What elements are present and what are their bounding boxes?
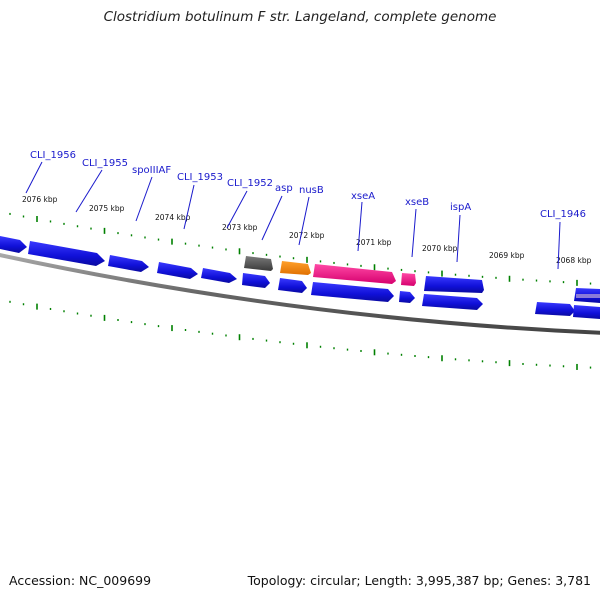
gene-cli1953[interactable] (157, 262, 198, 279)
gene-cli1956[interactable] (0, 236, 27, 253)
gene-label-xsea: xseA (351, 191, 375, 202)
genome-summary: Topology: circular; Length: 3,995,387 bp… (247, 573, 591, 588)
accession-label: Accession: NC_009699 (9, 573, 152, 588)
gene-label-xseb: xseB (405, 197, 429, 208)
gene-nusb[interactable] (280, 261, 311, 275)
gene-xsea[interactable] (313, 264, 396, 284)
kbp-label: 2068 kbp (556, 256, 592, 265)
gene-spoiiiaf[interactable] (108, 255, 149, 272)
gene-label-spoiiiaf: spoIIIAF (132, 165, 171, 176)
label-leaders (25, 161, 561, 270)
reverse-strand-genes (242, 273, 600, 319)
gene-reverse-4[interactable] (399, 291, 415, 303)
gene-cli1955[interactable] (28, 241, 105, 266)
map-title: Clostridium botulinum F str. Langeland, … (103, 9, 497, 25)
kbp-label: 2070 kbp (422, 244, 458, 253)
kbp-label: 2071 kbp (356, 238, 392, 247)
kbp-label: 2075 kbp (89, 204, 125, 213)
gene-label-cli1956: CLI_1956 (30, 150, 76, 161)
gene-label-nusb: nusB (299, 185, 324, 196)
gene-xseb[interactable] (401, 273, 416, 286)
gene-labels: CLI_1956 CLI_1955 spoIIIAF CLI_1953 CLI_… (30, 150, 586, 220)
gene-reverse-7[interactable] (573, 305, 600, 319)
gene-edge-marker (576, 294, 600, 298)
outer-tick-ring (9, 212, 592, 286)
gene-reverse-1[interactable] (242, 273, 270, 288)
inner-tick-ring (9, 300, 592, 370)
kbp-label: 2072 kbp (289, 231, 325, 240)
forward-strand-genes (0, 236, 600, 303)
genome-backbone (0, 253, 600, 335)
kbp-label: 2069 kbp (489, 251, 525, 260)
gene-label-ispa: ispA (450, 202, 471, 213)
kbp-label: 2073 kbp (222, 223, 258, 232)
gene-label-cli1946: CLI_1946 (540, 209, 586, 220)
gene-reverse-2[interactable] (278, 278, 307, 293)
gene-label-cli1953: CLI_1953 (177, 172, 223, 183)
gene-label-cli1952: CLI_1952 (227, 178, 273, 189)
gene-asp[interactable] (244, 256, 273, 271)
gene-ispa[interactable] (424, 276, 484, 293)
kbp-label: 2076 kbp (22, 195, 58, 204)
gene-reverse-3[interactable] (311, 282, 394, 302)
gene-label-cli1955: CLI_1955 (82, 158, 128, 169)
kbp-label: 2074 kbp (155, 213, 191, 222)
gene-label-asp: asp (275, 183, 293, 194)
gene-cli1952[interactable] (201, 268, 237, 283)
kbp-labels: 2076 kbp 2075 kbp 2074 kbp 2073 kbp 2072… (22, 195, 592, 265)
gene-reverse-5[interactable] (422, 294, 483, 310)
gene-reverse-6[interactable] (535, 302, 575, 316)
